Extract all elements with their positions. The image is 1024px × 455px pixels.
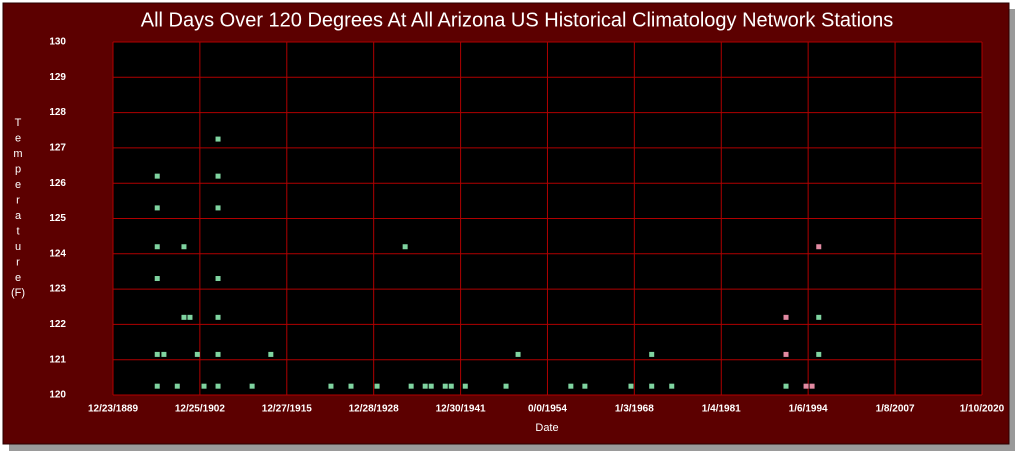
y-tick-label: 130 bbox=[49, 37, 66, 48]
point bbox=[215, 205, 221, 211]
x-tick-label: 1/6/1994 bbox=[789, 404, 828, 415]
point bbox=[628, 383, 634, 389]
point bbox=[783, 383, 789, 389]
x-tick-label: 1/4/1981 bbox=[702, 404, 741, 415]
y-tick-label: 124 bbox=[49, 248, 66, 259]
point bbox=[154, 173, 160, 179]
point bbox=[803, 383, 809, 389]
chart-title: All Days Over 120 Degrees At All Arizona… bbox=[141, 9, 894, 31]
y-tick-label: 121 bbox=[49, 354, 66, 365]
x-tick-label: 1/3/1968 bbox=[615, 404, 654, 415]
point bbox=[154, 383, 160, 389]
x-tick-label: 1/8/2007 bbox=[876, 404, 915, 415]
point bbox=[649, 383, 655, 389]
point bbox=[215, 136, 221, 142]
point bbox=[328, 383, 334, 389]
point bbox=[568, 383, 574, 389]
point bbox=[215, 383, 221, 389]
point bbox=[809, 383, 815, 389]
y-tick-label: 123 bbox=[49, 284, 66, 295]
y-tick-label: 126 bbox=[49, 178, 66, 189]
y-tick-label: 128 bbox=[49, 107, 66, 118]
point bbox=[215, 314, 221, 320]
point bbox=[181, 244, 187, 250]
point bbox=[187, 314, 193, 320]
point bbox=[428, 383, 434, 389]
y-tick-label: 125 bbox=[49, 213, 66, 224]
x-tick-label: 12/28/1928 bbox=[349, 404, 399, 415]
point bbox=[268, 351, 274, 357]
point bbox=[348, 383, 354, 389]
point bbox=[408, 383, 414, 389]
x-tick-label: 12/27/1915 bbox=[262, 404, 312, 415]
point bbox=[816, 314, 822, 320]
point bbox=[215, 173, 221, 179]
y-axis-label: Temperature bbox=[12, 117, 24, 288]
y-tick-label: 127 bbox=[49, 143, 66, 154]
point bbox=[783, 351, 789, 357]
point bbox=[448, 383, 454, 389]
point bbox=[503, 383, 509, 389]
y-tick-label: 122 bbox=[49, 319, 66, 330]
point bbox=[154, 205, 160, 211]
point bbox=[442, 383, 448, 389]
point bbox=[374, 383, 380, 389]
plot-layer: 120 121 122 123 124 125 126 127 128 129 130 12/23/1… bbox=[49, 37, 1004, 415]
point bbox=[215, 351, 221, 357]
x-tick-label: 12/23/1889 bbox=[88, 404, 138, 415]
point bbox=[154, 276, 160, 282]
x-tick-label: 0/0/1954 bbox=[528, 404, 567, 415]
point bbox=[215, 276, 221, 282]
x-tick-label: 12/25/1902 bbox=[175, 404, 225, 415]
point bbox=[181, 314, 187, 320]
point bbox=[515, 351, 521, 357]
y-axis-unit: (F) bbox=[11, 287, 25, 299]
point bbox=[649, 351, 655, 357]
x-tick-label: 12/30/1941 bbox=[436, 404, 486, 415]
point bbox=[816, 244, 822, 250]
point bbox=[249, 383, 255, 389]
point bbox=[462, 383, 468, 389]
x-axis-label: Date bbox=[535, 422, 558, 434]
point bbox=[422, 383, 428, 389]
point bbox=[582, 383, 588, 389]
point bbox=[174, 383, 180, 389]
y-tick-label: 129 bbox=[49, 72, 66, 83]
point bbox=[194, 351, 200, 357]
point bbox=[402, 244, 408, 250]
point bbox=[201, 383, 207, 389]
point bbox=[816, 351, 822, 357]
point bbox=[783, 314, 789, 320]
point bbox=[669, 383, 675, 389]
point bbox=[161, 351, 167, 357]
point bbox=[154, 244, 160, 250]
y-tick-label: 120 bbox=[49, 390, 66, 401]
point bbox=[154, 351, 160, 357]
x-tick-label: 1/10/2020 bbox=[960, 404, 1005, 415]
